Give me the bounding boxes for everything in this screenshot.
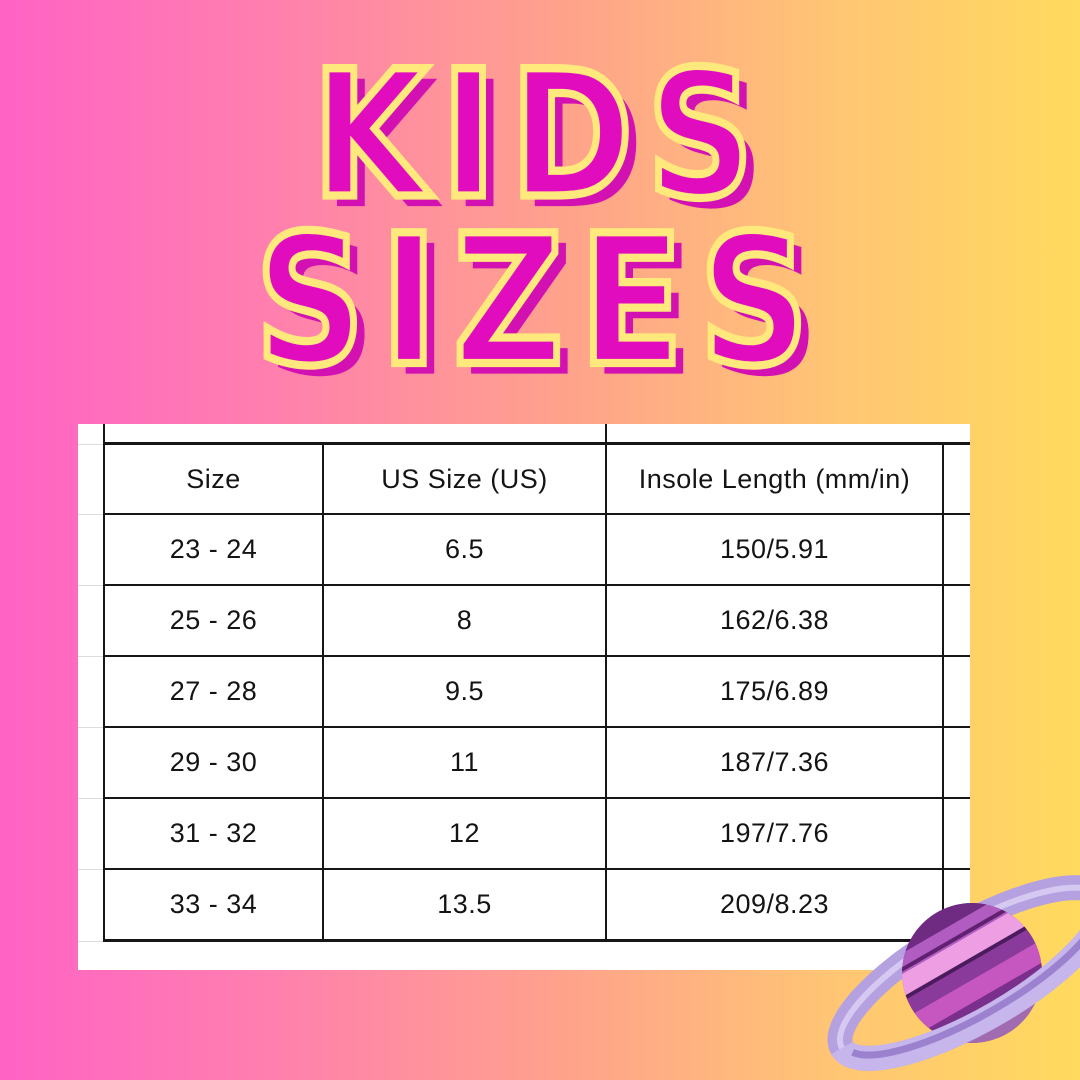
table-row: 27 - 28 9.5 175/6.89: [78, 657, 970, 728]
title-line-kids: KIDS: [309, 33, 768, 237]
header-size: Size: [103, 445, 322, 515]
us-size-cell: 8: [322, 586, 605, 657]
left-gutter-cell: [78, 424, 103, 445]
table-row: 23 - 24 6.5 150/5.91: [78, 515, 970, 586]
us-size-cell: 13.5: [322, 870, 605, 942]
partial-cell: [322, 424, 605, 445]
header-insole-length: Insole Length (mm/in): [605, 445, 942, 515]
left-gutter-cell: [78, 586, 103, 657]
right-gutter-cell: [942, 799, 970, 870]
insole-length-cell: 209/8.23: [605, 870, 942, 942]
header-us-size: US Size (US): [322, 445, 605, 515]
size-cell: 33 - 34: [103, 870, 322, 942]
title-line-sizes: SIZES: [252, 196, 825, 406]
us-size-cell: 11: [322, 728, 605, 799]
right-gutter-cell: [942, 424, 970, 445]
partial-cell: [605, 424, 942, 445]
size-cell: 23 - 24: [103, 515, 322, 586]
left-gutter-cell: [78, 657, 103, 728]
left-gutter-cell: [78, 799, 103, 870]
table-partial-top-row: [78, 424, 970, 445]
insole-length-cell: 187/7.36: [605, 728, 942, 799]
left-gutter-cell: [78, 870, 103, 942]
insole-length-cell: 197/7.76: [605, 799, 942, 870]
size-cell: 29 - 30: [103, 728, 322, 799]
size-cell: 25 - 26: [103, 586, 322, 657]
table-header-row: Size US Size (US) Insole Length (mm/in): [78, 445, 970, 515]
left-gutter-cell: [78, 728, 103, 799]
us-size-cell: 9.5: [322, 657, 605, 728]
partial-cell: [103, 424, 322, 445]
insole-length-cell: 150/5.91: [605, 515, 942, 586]
table-row: 33 - 34 13.5 209/8.23: [78, 870, 970, 942]
us-size-cell: 12: [322, 799, 605, 870]
insole-length-cell: 162/6.38: [605, 586, 942, 657]
right-gutter-cell: [942, 586, 970, 657]
table-row: 31 - 32 12 197/7.76: [78, 799, 970, 870]
insole-length-cell: 175/6.89: [605, 657, 942, 728]
left-gutter-cell: [78, 445, 103, 515]
left-gutter-cell: [78, 515, 103, 586]
size-chart-card: Size US Size (US) Insole Length (mm/in) …: [78, 424, 970, 970]
right-gutter-cell: [942, 515, 970, 586]
table-row: 25 - 26 8 162/6.38: [78, 586, 970, 657]
us-size-cell: 6.5: [322, 515, 605, 586]
size-cell: 31 - 32: [103, 799, 322, 870]
size-cell: 27 - 28: [103, 657, 322, 728]
right-gutter-cell: [942, 728, 970, 799]
right-gutter-cell: [942, 657, 970, 728]
right-gutter-cell: [942, 870, 970, 942]
table-row: 29 - 30 11 187/7.36: [78, 728, 970, 799]
right-gutter-cell: [942, 445, 970, 515]
